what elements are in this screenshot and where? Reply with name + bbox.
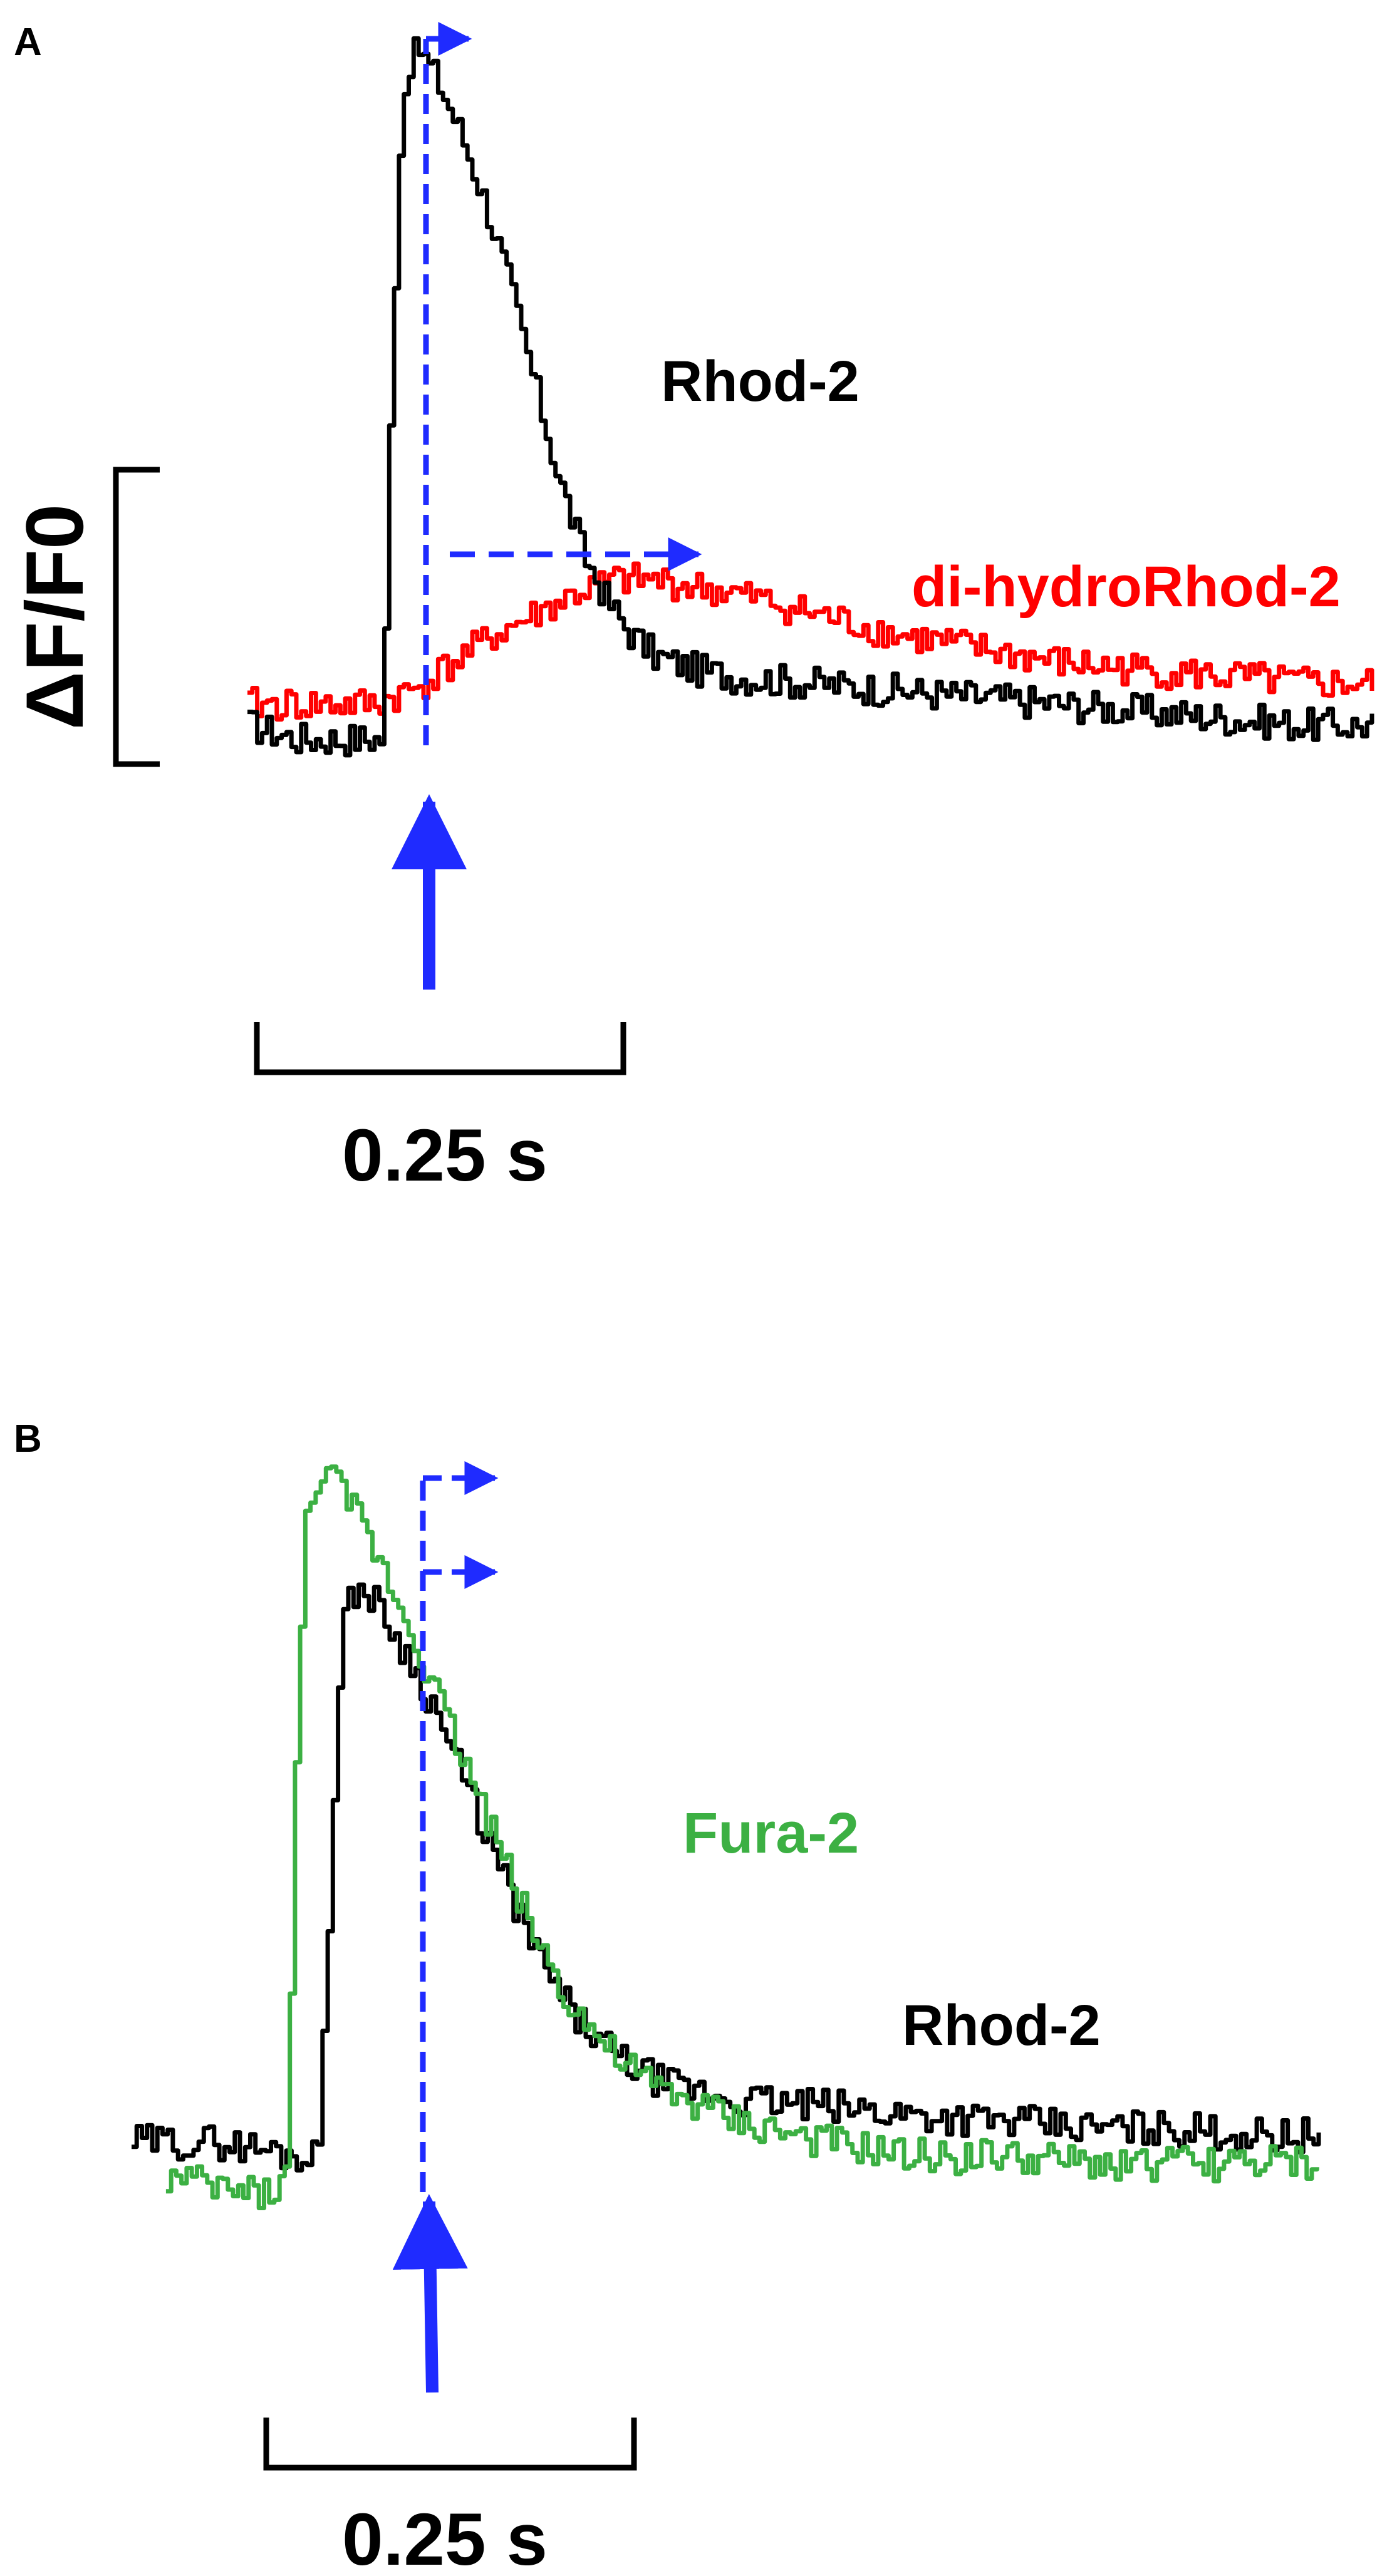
panel-b-stimulus-arrow [392,2194,468,2393]
panel-a-label-dihydrorhod2: di-hydroRhod-2 [911,555,1341,619]
panel-b-series-fura2 [165,1464,1319,2210]
panel-b-letter: B [14,1417,42,1461]
panel-b-label-fura2: Fura-2 [683,1801,859,1865]
panel-a-y-scale-bar [113,467,160,767]
panel-a-series-dihydrorhod2 [247,561,1374,722]
panel-a-x-scale-label: 0.25 s [342,1114,548,1197]
panel-b-x-scale-bar [263,2418,637,2471]
panel-a: A ΔF/F0 Rhod-2 di-hydroRhod-2 0.25 s [9,21,1374,1197]
panel-a-label-rhod2: Rhod-2 [661,349,859,413]
panel-a-x-scale-bar [254,1022,626,1075]
panel-b: B Fura-2 Rhod-2 0.25 s [14,1417,1321,2576]
panel-b-label-rhod2: Rhod-2 [902,1994,1101,2057]
panel-a-series-rhod2 [247,36,1374,758]
panel-a-letter: A [14,21,42,64]
panel-a-y-label: ΔF/F0 [9,504,100,730]
panel-b-x-scale-label: 0.25 s [342,2498,548,2576]
panel-b-series-rhod2 [132,1582,1321,2173]
